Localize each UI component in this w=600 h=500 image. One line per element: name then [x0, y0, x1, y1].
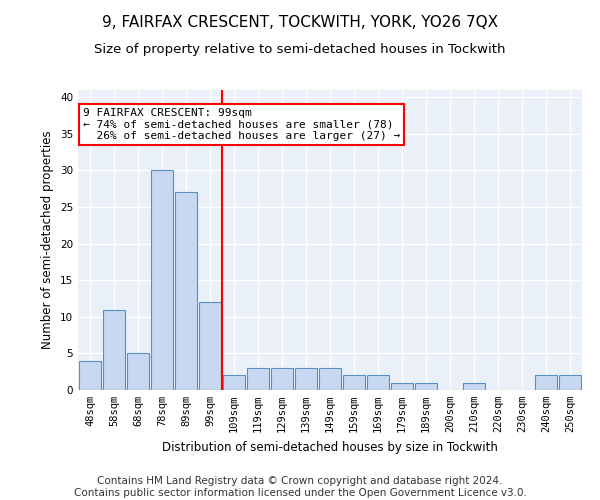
- Bar: [319, 368, 341, 390]
- Bar: [343, 376, 365, 390]
- Bar: [391, 382, 413, 390]
- Bar: [151, 170, 173, 390]
- Text: Contains HM Land Registry data © Crown copyright and database right 2024.
Contai: Contains HM Land Registry data © Crown c…: [74, 476, 526, 498]
- Bar: [127, 354, 149, 390]
- Bar: [175, 192, 197, 390]
- Text: 9, FAIRFAX CRESCENT, TOCKWITH, YORK, YO26 7QX: 9, FAIRFAX CRESCENT, TOCKWITH, YORK, YO2…: [102, 15, 498, 30]
- Bar: [535, 376, 557, 390]
- Bar: [103, 310, 125, 390]
- Bar: [271, 368, 293, 390]
- Bar: [295, 368, 317, 390]
- Bar: [247, 368, 269, 390]
- Bar: [79, 360, 101, 390]
- Bar: [223, 376, 245, 390]
- Y-axis label: Number of semi-detached properties: Number of semi-detached properties: [41, 130, 55, 350]
- Bar: [463, 382, 485, 390]
- Bar: [367, 376, 389, 390]
- Text: Size of property relative to semi-detached houses in Tockwith: Size of property relative to semi-detach…: [94, 42, 506, 56]
- Text: 9 FAIRFAX CRESCENT: 99sqm
← 74% of semi-detached houses are smaller (78)
  26% o: 9 FAIRFAX CRESCENT: 99sqm ← 74% of semi-…: [83, 108, 400, 142]
- X-axis label: Distribution of semi-detached houses by size in Tockwith: Distribution of semi-detached houses by …: [162, 440, 498, 454]
- Bar: [559, 376, 581, 390]
- Bar: [415, 382, 437, 390]
- Bar: [199, 302, 221, 390]
